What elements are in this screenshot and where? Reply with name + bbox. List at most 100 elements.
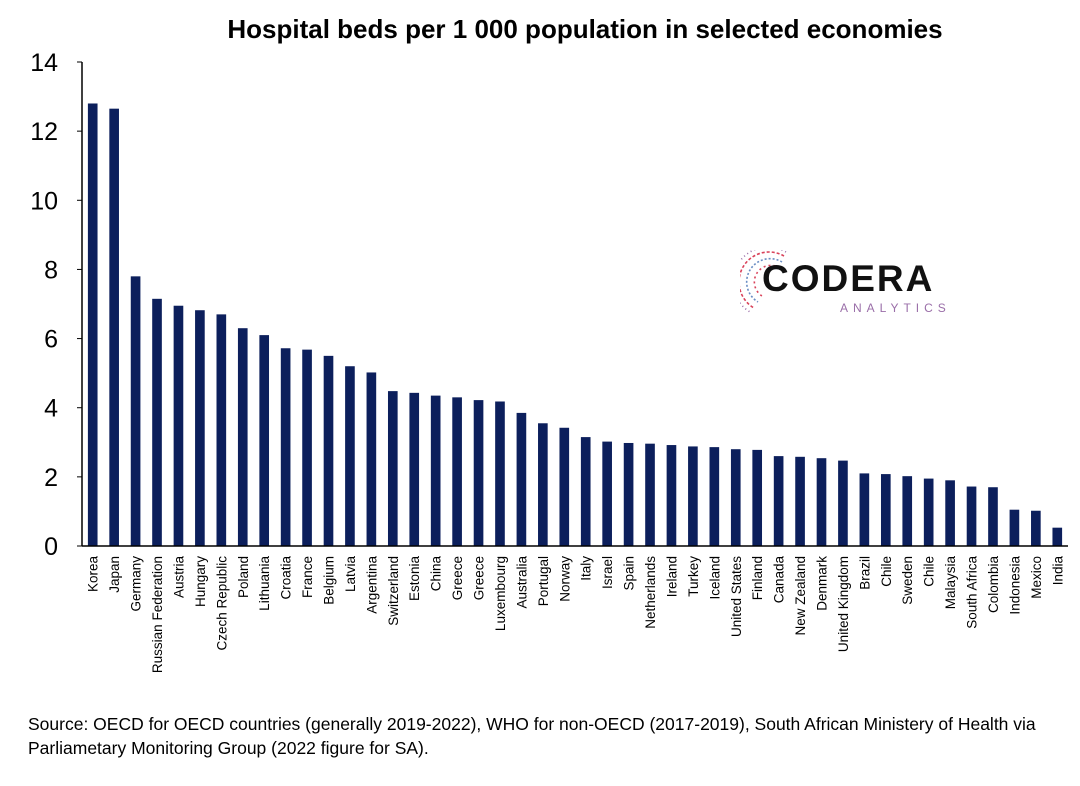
bar xyxy=(409,392,420,546)
bar xyxy=(773,456,784,546)
bar xyxy=(666,445,677,546)
x-tick-label: Portugal xyxy=(536,556,551,606)
bar xyxy=(902,476,913,546)
bar xyxy=(87,103,98,546)
x-tick-label: Finland xyxy=(750,556,765,600)
bar xyxy=(109,108,119,547)
bar xyxy=(838,460,848,546)
bar xyxy=(923,478,934,546)
x-tick-label: Greece xyxy=(450,556,465,600)
x-tick-label: Belgium xyxy=(322,556,337,605)
y-tick-label: 8 xyxy=(44,256,58,284)
x-tick-label: Israel xyxy=(600,556,615,589)
x-tick-label: Czech Republic xyxy=(214,556,229,651)
bar xyxy=(323,355,334,546)
logo-wordmark: CODERA xyxy=(762,258,935,299)
x-tick-label: Germany xyxy=(129,556,144,612)
y-tick-label: 0 xyxy=(44,533,58,561)
y-tick-label: 12 xyxy=(30,118,58,146)
x-tick-label: Norway xyxy=(557,556,572,602)
bar xyxy=(538,423,548,546)
bar xyxy=(387,391,398,546)
bar xyxy=(988,487,998,546)
x-tick-label: New Zealand xyxy=(793,556,808,636)
x-tick-label: Switzerland xyxy=(386,556,401,626)
bar xyxy=(280,348,291,546)
y-axis: 0 2 4 6 8 10 12 14 xyxy=(30,49,82,561)
x-tick-label: Lithuania xyxy=(257,556,272,611)
x-tick-label: South Africa xyxy=(965,556,980,629)
bar xyxy=(259,335,270,546)
bar xyxy=(216,314,227,546)
y-tick-label: 10 xyxy=(30,187,58,215)
bar xyxy=(152,298,162,546)
bar xyxy=(345,366,355,546)
bar xyxy=(302,349,312,546)
bar xyxy=(430,395,441,546)
bar xyxy=(752,449,763,546)
bar xyxy=(709,447,720,546)
source-note: Source: OECD for OECD countries (general… xyxy=(28,714,1036,758)
x-tick-label: Australia xyxy=(514,556,529,609)
bar xyxy=(945,480,955,546)
bar xyxy=(795,456,805,546)
bar xyxy=(516,412,527,546)
bar xyxy=(559,427,570,546)
bar xyxy=(1052,527,1063,546)
x-tick-label: United Kingdom xyxy=(836,556,851,652)
bar xyxy=(816,458,827,546)
x-tick-label: Argentina xyxy=(364,556,379,614)
x-tick-label: Korea xyxy=(86,556,101,593)
bar xyxy=(173,305,184,546)
logo-tagline: ANALYTICS xyxy=(840,301,951,315)
x-tick-label: Luxembourg xyxy=(493,556,508,631)
y-tick-label: 2 xyxy=(44,464,58,492)
bar xyxy=(366,372,377,546)
x-tick-label: China xyxy=(429,556,444,592)
x-tick-label: Turkey xyxy=(686,556,701,597)
y-tick-label: 4 xyxy=(44,395,58,423)
x-tick-label: Chile xyxy=(879,556,894,587)
bar xyxy=(195,310,205,546)
bar xyxy=(1031,510,1041,546)
bar xyxy=(237,328,248,546)
x-tick-label: France xyxy=(300,556,315,598)
x-tick-label: Indonesia xyxy=(1007,556,1022,615)
y-tick-label: 6 xyxy=(44,326,58,354)
x-tick-label: United States xyxy=(729,556,744,637)
bar xyxy=(966,486,977,546)
bar xyxy=(645,443,655,546)
logo-mark-icon xyxy=(740,250,787,313)
bar xyxy=(880,474,891,546)
x-tick-label: Ireland xyxy=(664,556,679,597)
bar xyxy=(602,441,612,546)
x-tick-label: Colombia xyxy=(986,556,1001,614)
bar xyxy=(452,397,462,546)
bar xyxy=(495,401,505,546)
x-tick-label: Malaysia xyxy=(943,556,958,610)
bar xyxy=(688,446,698,546)
x-tick-label: Austria xyxy=(171,556,186,599)
x-tick-label: Russian Federation xyxy=(150,556,165,673)
x-tick-label: Denmark xyxy=(815,556,830,611)
bar xyxy=(580,437,591,546)
x-tick-label: Brazil xyxy=(857,556,872,590)
x-tick-label: Latvia xyxy=(343,556,358,593)
x-tick-label: Estonia xyxy=(407,556,422,602)
x-tick-label: Hungary xyxy=(193,556,208,607)
x-tick-label: Netherlands xyxy=(643,556,658,629)
x-tick-label: Japan xyxy=(107,556,122,593)
bar xyxy=(473,400,484,546)
bar xyxy=(859,473,870,546)
x-tick-label: Poland xyxy=(236,556,251,598)
y-tick-label: 14 xyxy=(30,49,58,77)
bar xyxy=(1009,509,1020,546)
bars xyxy=(87,103,1063,547)
x-tick-label: Greece xyxy=(472,556,487,600)
x-tick-label: Chile xyxy=(922,556,937,587)
chart-title: Hospital beds per 1 000 population in se… xyxy=(227,14,943,44)
x-tick-label: Spain xyxy=(622,556,637,591)
codera-logo: CODERA ANALYTICS xyxy=(740,250,958,318)
bar-chart: 0 2 4 6 8 10 12 14 Korea Japan Germany Russian Fed… xyxy=(30,49,1068,673)
x-tick-label: Croatia xyxy=(279,556,294,600)
